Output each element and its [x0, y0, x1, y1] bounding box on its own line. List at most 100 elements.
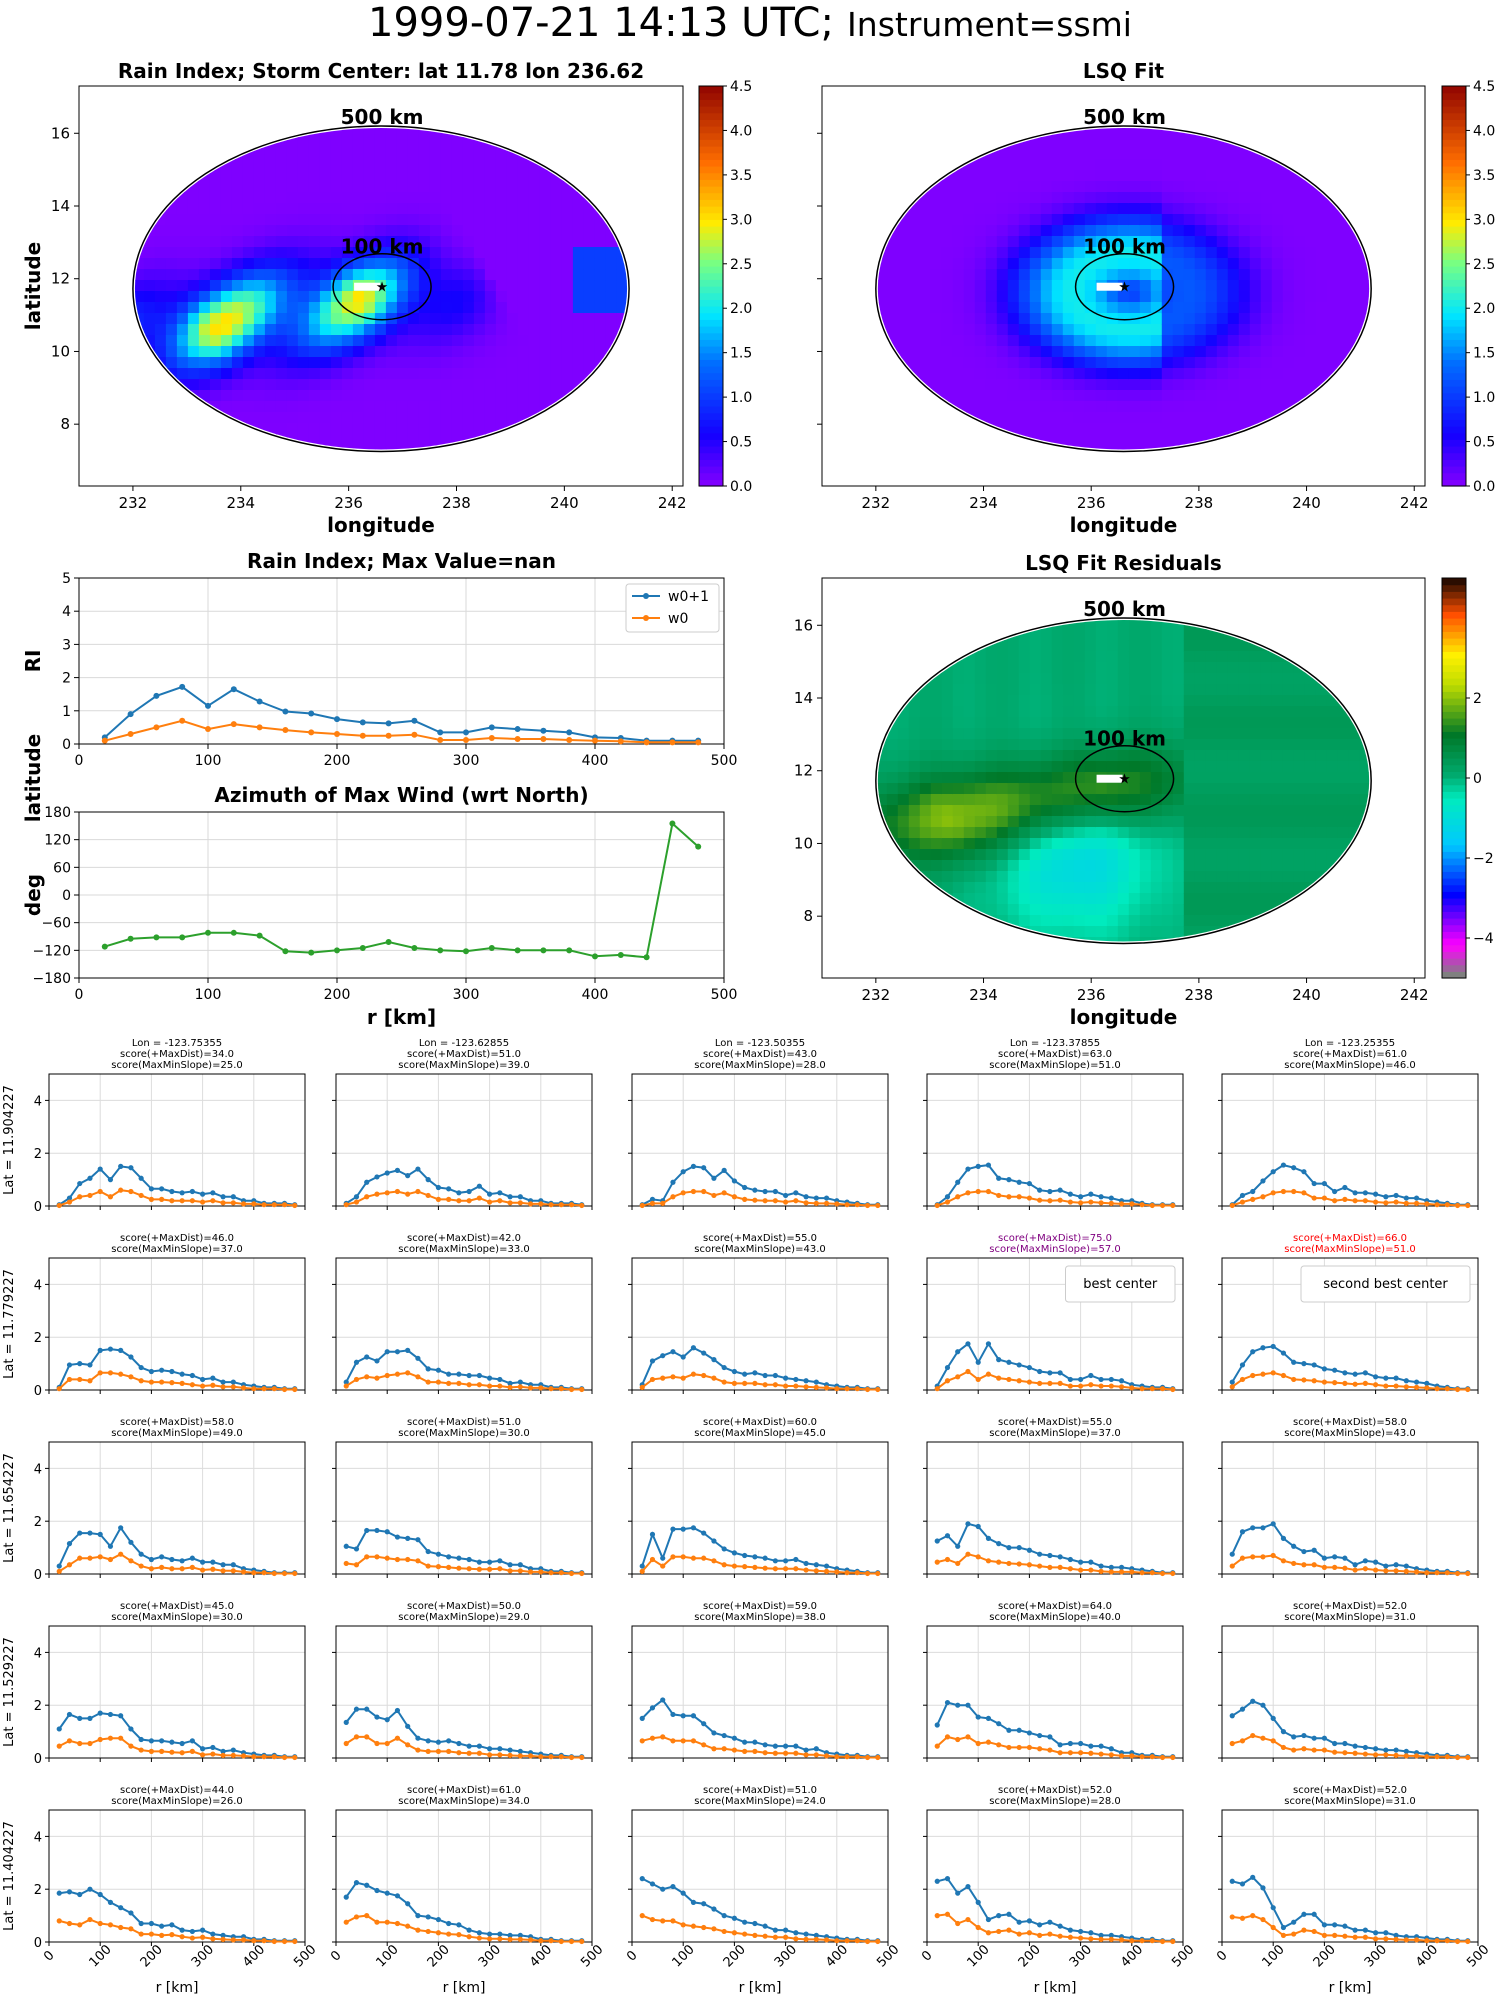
colorbar-segment — [1442, 618, 1466, 626]
orange-series-point — [1465, 1202, 1471, 1209]
colorbar-segment — [1442, 292, 1466, 300]
orange-series-point — [558, 1386, 564, 1392]
profile-cell: 0 100 200 300 400 500024score(+MaxDist)=44.0s… — [34, 1785, 320, 1996]
blue-series-point — [1239, 1881, 1246, 1887]
orange-series-point — [230, 1937, 236, 1943]
orange-series-line — [1231, 1371, 1468, 1391]
colorbar-tick-label: 4.5 — [1473, 79, 1495, 95]
blue-series-point — [476, 1930, 482, 1936]
blue-series-point — [985, 1535, 992, 1541]
blue-series-point — [670, 1883, 676, 1890]
blue-series-point — [415, 1735, 421, 1741]
colorbar-segment — [1442, 778, 1466, 786]
x-tick-label: 0 — [624, 1948, 640, 1964]
orange-series-point — [1301, 1746, 1307, 1752]
colorbar-tick-label: 0.5 — [730, 435, 752, 451]
orange-series-point — [965, 1916, 971, 1923]
colorbar-tick-label: 1.5 — [730, 346, 752, 362]
orange-series-point — [353, 1914, 360, 1920]
orange-series-point — [721, 1562, 727, 1568]
blue-series-point — [680, 1526, 686, 1532]
colorbar-segment — [1442, 366, 1466, 374]
orange-series-point — [1465, 1570, 1471, 1577]
series-point — [463, 729, 469, 736]
colorbar-segment — [1442, 246, 1466, 254]
orange-series-point — [875, 1570, 881, 1577]
colorbar-segment — [1442, 419, 1466, 427]
blue-series-point — [955, 1702, 961, 1708]
cell-header-line: Lon = -123.25355 — [1305, 1038, 1395, 1049]
colorbar-segment — [699, 119, 723, 127]
colorbar-segment — [699, 99, 723, 107]
orange-series-point — [1129, 1753, 1135, 1759]
blue-series-point — [965, 1702, 971, 1708]
y-tick-label: 4 — [34, 1094, 42, 1109]
orange-series-point — [762, 1382, 768, 1388]
blue-series-point — [1016, 1727, 1022, 1733]
colorbar-segment — [699, 312, 723, 320]
blue-series-point — [179, 1190, 185, 1196]
orange-series-point — [466, 1382, 472, 1388]
blue-series-point — [762, 1372, 768, 1379]
blue-series-point — [1239, 1192, 1246, 1199]
blue-series-point — [425, 1914, 431, 1920]
orange-series-point — [87, 1192, 93, 1199]
blue-series-point — [169, 1556, 175, 1563]
blue-series-point — [466, 1743, 472, 1749]
orange-series-point — [731, 1194, 738, 1200]
orange-series-point — [772, 1198, 778, 1204]
blue-series-point — [189, 1738, 195, 1744]
orange-series-point — [405, 1923, 411, 1929]
orange-series-point — [844, 1386, 850, 1392]
colorbar-segment — [1442, 918, 1466, 926]
orange-series-point — [487, 1752, 493, 1758]
blue-series-point — [783, 1375, 789, 1381]
orange-series-point — [507, 1384, 513, 1390]
series-point — [488, 724, 495, 731]
orange-series-point — [1373, 1567, 1379, 1573]
colorbar-segment — [699, 186, 723, 194]
orange-series-point — [435, 1379, 441, 1385]
orange-series-point — [1270, 1190, 1276, 1196]
orange-series-point — [128, 1374, 134, 1380]
colorbar-segment — [1442, 166, 1466, 174]
orange-series-point — [1342, 1196, 1348, 1202]
orange-series-point — [1057, 1933, 1063, 1939]
orange-series-point — [660, 1734, 666, 1740]
cell-header-line: score(MaxMinSlope)=24.0 — [694, 1796, 825, 1807]
orange-series-point — [1342, 1565, 1348, 1571]
orange-series-point — [446, 1931, 452, 1937]
blue-series-point — [435, 1739, 441, 1745]
colorbar-segment — [699, 86, 723, 94]
orange-series-point — [934, 1743, 940, 1749]
orange-series-point — [996, 1928, 1002, 1935]
colorbar-segment — [1442, 824, 1466, 832]
orange-series-point — [711, 1192, 717, 1199]
orange-series-point — [701, 1188, 707, 1195]
series-point — [359, 732, 366, 739]
y-tick-label: 4 — [34, 1278, 42, 1293]
colorbar-segment — [1442, 831, 1466, 839]
blue-series-point — [107, 1177, 114, 1183]
cell-header-line: score(+MaxDist)=75.0 — [998, 1233, 1112, 1244]
x-tick-label: 400 — [527, 1942, 555, 1970]
orange-series-point — [1006, 1376, 1012, 1383]
blue-series-point — [1026, 1918, 1032, 1924]
plot-frame — [78, 811, 725, 979]
x-tick-label: 500 — [874, 1942, 902, 1970]
colorbar-segment — [1442, 598, 1466, 606]
blue-series-point — [772, 1372, 778, 1379]
colorbar-segment — [1442, 678, 1466, 686]
y-tick-label: 4 — [34, 1462, 42, 1477]
blue-series-point — [77, 1180, 83, 1187]
blue-series-point — [97, 1347, 103, 1353]
colorbar-segment — [699, 219, 723, 227]
orange-series-point — [875, 1386, 881, 1393]
colorbar-tick-label: 3.5 — [1473, 168, 1495, 184]
blue-series-point — [1016, 1179, 1022, 1185]
orange-series-point — [1373, 1936, 1379, 1942]
profile-cell: Lon = -123.62855score(+MaxDist)=51.0scor… — [332, 1038, 593, 1210]
blue-series-point — [965, 1883, 971, 1890]
orange-series-point — [844, 1938, 850, 1944]
